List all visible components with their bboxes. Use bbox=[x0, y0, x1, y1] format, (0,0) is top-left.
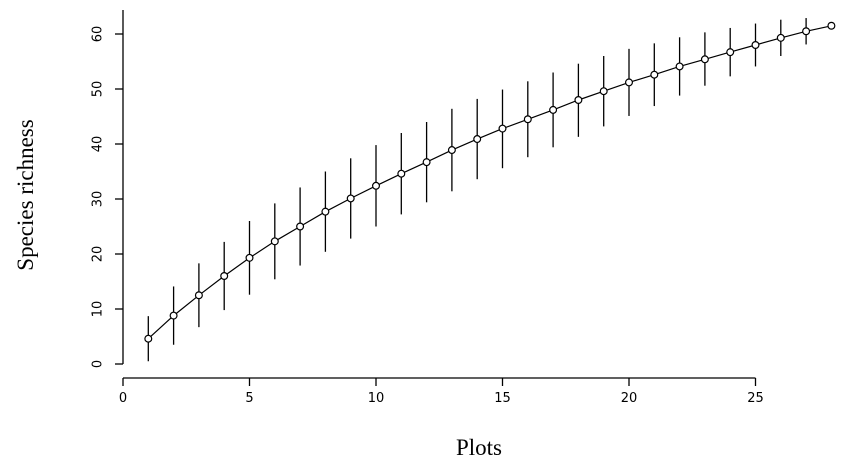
data-point bbox=[296, 222, 305, 231]
y-tick-label: 30 bbox=[91, 191, 106, 208]
data-point bbox=[220, 272, 229, 281]
x-tick-label: 15 bbox=[494, 391, 511, 406]
data-points bbox=[144, 21, 836, 343]
x-tick-label: 0 bbox=[119, 391, 127, 406]
data-point bbox=[473, 135, 482, 144]
data-point bbox=[346, 194, 355, 203]
data-point bbox=[827, 21, 836, 30]
x-axis-title: Plots bbox=[456, 435, 502, 460]
y-tick-label: 0 bbox=[91, 360, 106, 368]
data-point bbox=[372, 181, 381, 190]
data-point bbox=[574, 95, 583, 104]
x-tick-label: 5 bbox=[245, 391, 253, 406]
axes: 0 5 10 15 20 25 0 10 20 30 40 50 60 bbox=[91, 10, 764, 406]
curve bbox=[147, 25, 832, 340]
data-point bbox=[194, 291, 203, 300]
y-tick-label: 10 bbox=[91, 301, 106, 318]
data-point bbox=[321, 207, 330, 216]
y-axis-title: Species richness bbox=[13, 119, 38, 270]
data-point bbox=[498, 124, 507, 133]
data-point bbox=[751, 40, 760, 49]
y-tick-label: 50 bbox=[91, 81, 106, 98]
data-point bbox=[726, 48, 735, 57]
accumulation-curve bbox=[147, 25, 832, 340]
data-point bbox=[549, 105, 558, 114]
y-tick-label: 60 bbox=[91, 26, 106, 43]
data-point bbox=[624, 78, 633, 87]
x-tick-label: 20 bbox=[621, 391, 638, 406]
data-point bbox=[675, 62, 684, 71]
data-point bbox=[397, 169, 406, 178]
y-tick-label: 40 bbox=[91, 136, 106, 153]
data-point bbox=[144, 334, 153, 343]
data-point bbox=[599, 87, 608, 96]
data-point bbox=[169, 311, 178, 320]
data-point bbox=[650, 70, 659, 79]
error-bars bbox=[147, 18, 807, 362]
data-point bbox=[802, 27, 811, 36]
data-point bbox=[523, 115, 532, 124]
data-point bbox=[447, 146, 456, 155]
data-point bbox=[776, 33, 785, 42]
data-point bbox=[700, 55, 709, 64]
x-tick-label: 10 bbox=[368, 391, 385, 406]
data-point bbox=[422, 158, 431, 167]
data-point bbox=[245, 253, 254, 262]
y-tick-label: 20 bbox=[91, 246, 106, 263]
data-point bbox=[270, 237, 279, 246]
x-tick-label: 25 bbox=[747, 391, 764, 406]
